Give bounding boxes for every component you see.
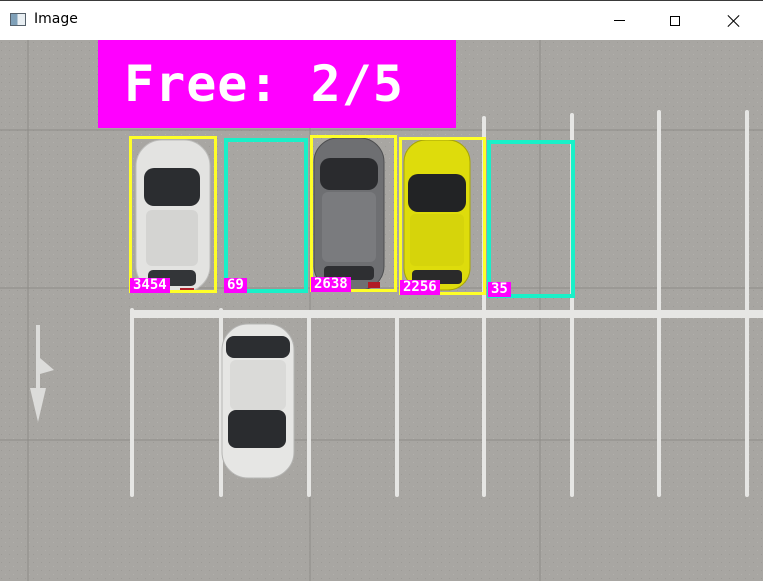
parking-spot-box-1 — [129, 136, 217, 293]
car-grey-parked — [313, 137, 385, 291]
parking-spot-box-4 — [399, 137, 486, 295]
close-icon — [727, 14, 741, 28]
direction-arrow — [30, 325, 54, 422]
spot-count-label-5: 35 — [488, 282, 511, 297]
window-title: Image — [34, 11, 78, 27]
spot-count-label-4: 2256 — [400, 280, 440, 295]
maximize-icon — [670, 15, 680, 26]
maximize-button[interactable] — [652, 1, 698, 40]
title-bar[interactable]: Image — [0, 0, 763, 40]
close-button[interactable] — [711, 1, 757, 40]
minimize-icon — [613, 20, 625, 21]
parking-lines — [130, 110, 763, 497]
spot-count-label-3: 2638 — [311, 277, 351, 292]
spot-count-label-2: 69 — [224, 278, 247, 293]
parking-spot-box-5 — [487, 140, 575, 298]
parking-lot-photo — [0, 40, 763, 581]
free-count-text: Free: 2/5 — [124, 55, 404, 113]
parking-spot-box-2 — [224, 138, 308, 293]
minimize-button[interactable] — [596, 1, 642, 40]
car-yellow-parked — [403, 139, 471, 291]
car-white-driving — [221, 323, 295, 479]
parking-lot-image: Free: 2/5 3454 69 2638 2256 35 — [0, 40, 763, 581]
spot-count-label-1: 3454 — [130, 278, 170, 293]
image-window-icon[interactable] — [10, 13, 26, 26]
free-count-banner: Free: 2/5 — [98, 40, 456, 128]
parking-spot-box-3 — [310, 135, 397, 292]
